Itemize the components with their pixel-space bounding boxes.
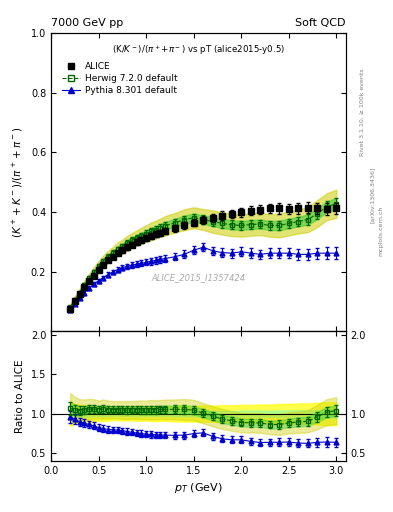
Y-axis label: Ratio to ALICE: Ratio to ALICE — [15, 359, 25, 433]
Text: Soft QCD: Soft QCD — [296, 18, 346, 28]
Y-axis label: $(K^+ + K^-)/(\pi^+ + \pi^-)$: $(K^+ + K^-)/(\pi^+ + \pi^-)$ — [11, 126, 25, 238]
X-axis label: $p_T$ (GeV): $p_T$ (GeV) — [174, 481, 223, 495]
Text: mcplots.cern.ch: mcplots.cern.ch — [378, 205, 383, 255]
Text: (K$/K^-$)/($\pi^+$+$\pi^-$) vs pT (alice2015-y0.5): (K$/K^-$)/($\pi^+$+$\pi^-$) vs pT (alice… — [112, 44, 285, 57]
Text: [arXiv:1306.3436]: [arXiv:1306.3436] — [369, 166, 375, 223]
Legend: ALICE, Herwig 7.2.0 default, Pythia 8.301 default: ALICE, Herwig 7.2.0 default, Pythia 8.30… — [59, 59, 181, 98]
Text: 7000 GeV pp: 7000 GeV pp — [51, 18, 123, 28]
Text: ALICE_2015_I1357424: ALICE_2015_I1357424 — [151, 273, 246, 282]
Text: Rivet 3.1.10, ≥ 100k events: Rivet 3.1.10, ≥ 100k events — [360, 69, 365, 157]
